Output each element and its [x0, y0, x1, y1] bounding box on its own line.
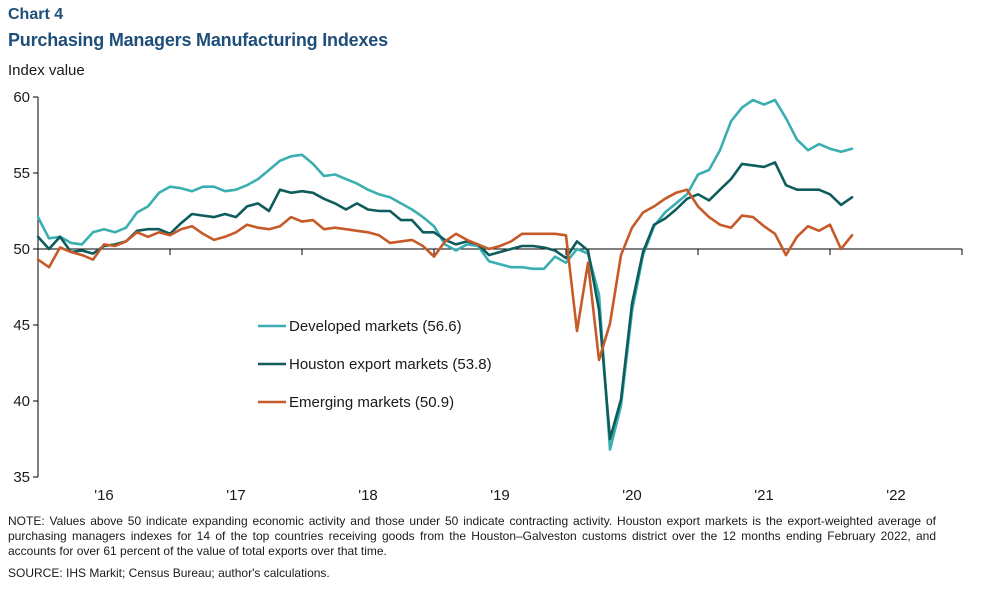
- x-tick-label: '20: [622, 487, 642, 504]
- chart-source: SOURCE: IHS Markit; Census Bureau; autho…: [8, 566, 330, 580]
- legend: Developed markets (56.6) Houston export m…: [258, 318, 492, 411]
- series-lines: [36, 98, 854, 451]
- series-line-0: [36, 98, 854, 451]
- x-tick-label: '16: [94, 487, 114, 504]
- x-tick-label: '21: [754, 487, 774, 504]
- legend-label-2: Emerging markets (50.9): [289, 394, 454, 411]
- y-axis-label: Index value: [8, 62, 85, 79]
- y-tick-label: 60: [13, 89, 30, 106]
- axes: 35 40 45 50 55 60 '16 '17 '18 '19 '20 '21 '22: [13, 89, 963, 504]
- chart-note: NOTE: Values above 50 indicate expanding…: [8, 514, 936, 558]
- x-tick-label: '18: [358, 487, 378, 504]
- y-tick-label: 50: [13, 241, 30, 258]
- y-tick-label: 55: [13, 165, 30, 182]
- series-line-2: [36, 188, 854, 362]
- x-tick-label: '19: [490, 487, 510, 504]
- chart-title: Purchasing Managers Manufacturing Indexe…: [8, 30, 388, 50]
- legend-label-0: Developed markets (56.6): [289, 318, 462, 335]
- chart-number: Chart 4: [8, 6, 64, 23]
- line-chart: 35 40 45 50 55 60 '16 '17 '18 '19 '20 '21 '22 Develo…: [13, 89, 963, 504]
- x-tick-label: '17: [226, 487, 246, 504]
- y-tick-label: 35: [13, 469, 30, 486]
- y-tick-label: 45: [13, 317, 30, 334]
- y-tick-label: 40: [13, 393, 30, 410]
- legend-label-1: Houston export markets (53.8): [289, 356, 492, 373]
- x-tick-label: '22: [886, 487, 906, 504]
